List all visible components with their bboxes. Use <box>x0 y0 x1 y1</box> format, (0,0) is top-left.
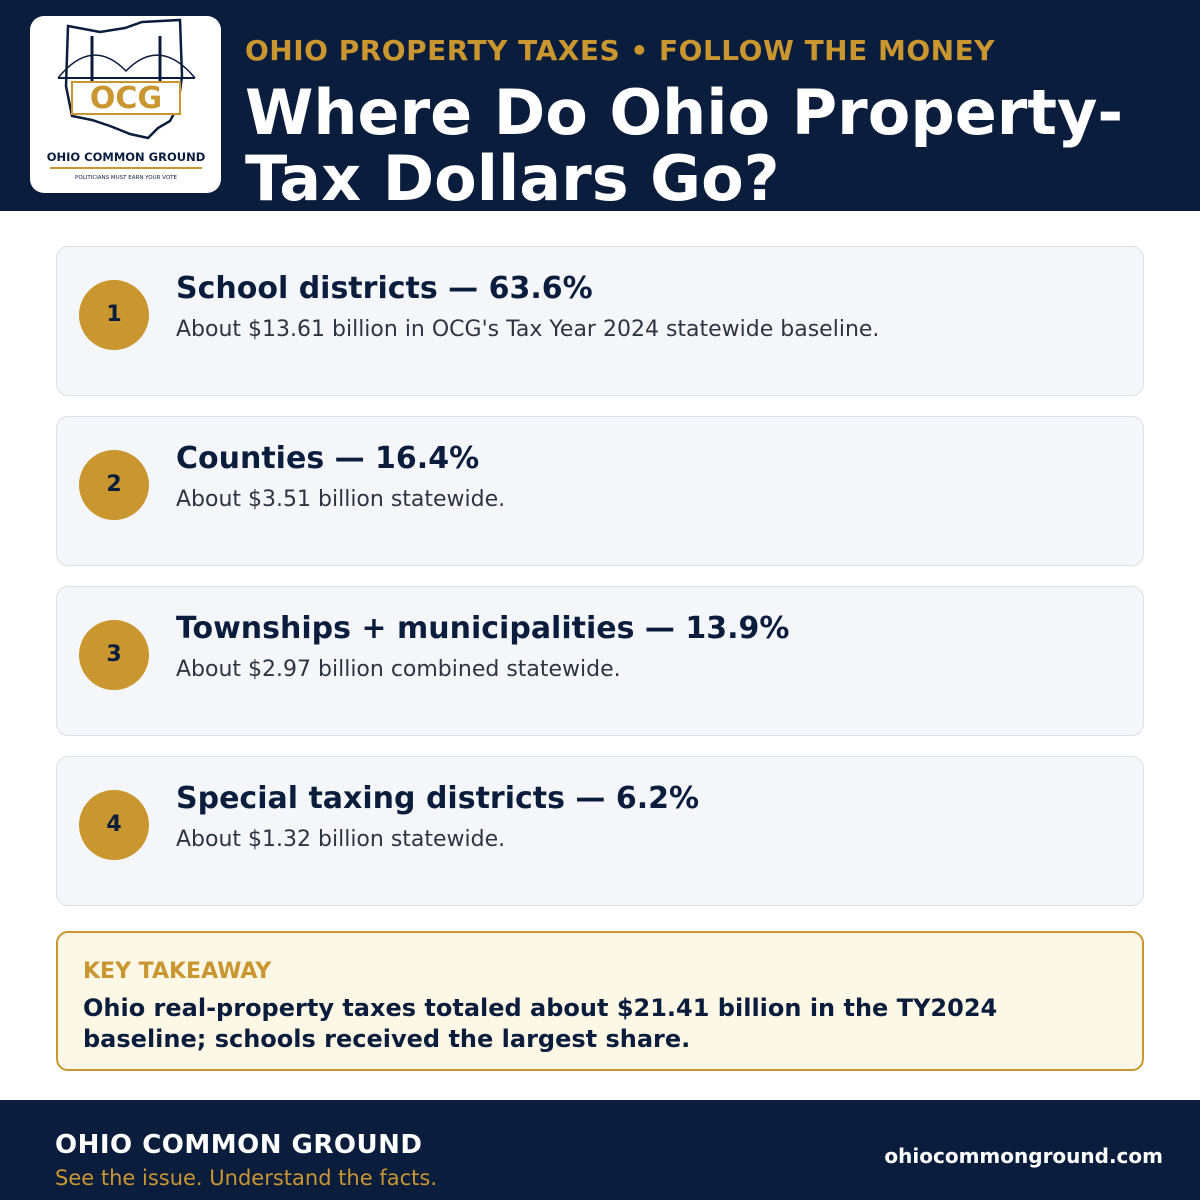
takeaway: KEY TAKEAWAY Ohio real-property taxes to… <box>56 931 1144 1071</box>
item-number: 2 <box>79 450 149 520</box>
item-card: 3 Townships + municipalities — 13.9% About… <box>56 586 1144 736</box>
takeaway-label: KEY TAKEAWAY <box>83 959 272 984</box>
logo-graphic: OCG OHIO COMMON GROUND POLITICIANS MUST … <box>47 18 206 181</box>
footer-name: OHIO COMMON GROUND <box>55 1130 423 1160</box>
logo-motto: POLITICIANS MUST EARN YOUR VOTE <box>75 175 178 181</box>
item-heading: Special taxing districts — 6.2% <box>176 781 700 816</box>
kicker: OHIO PROPERTY TAXES • FOLLOW THE MONEY <box>245 34 995 67</box>
header: OCG OHIO COMMON GROUND POLITICIANS MUST … <box>0 0 1200 215</box>
item-card: 2 Counties — 16.4% About $3.51 billion sta… <box>56 416 1144 566</box>
item-heading: School districts — 63.6% <box>176 271 593 306</box>
item-text: About $1.32 billion statewide. <box>176 827 506 852</box>
item-number: 3 <box>79 620 149 690</box>
footer: OHIO COMMON GROUND See the issue. Unders… <box>0 1100 1200 1200</box>
title: Where Do Ohio Property-Tax Dollars Go? <box>245 76 1124 215</box>
item-number: 4 <box>79 790 149 860</box>
footer-tagline: See the issue. Understand the facts. <box>55 1166 437 1190</box>
item-heading: Counties — 16.4% <box>176 441 480 476</box>
item-heading: Townships + municipalities — 13.9% <box>176 611 790 646</box>
takeaway-text: Ohio real-property taxes totaled about $… <box>83 994 998 1053</box>
item-number: 1 <box>79 280 149 350</box>
logo: OCG OHIO COMMON GROUND POLITICIANS MUST … <box>30 16 221 193</box>
footer-url: ohiocommonground.com <box>884 1144 1163 1168</box>
item-text: About $3.51 billion statewide. <box>176 487 506 512</box>
item-card: 1 School districts — 63.6% About $13.61 bi… <box>56 246 1144 396</box>
item-text: About $13.61 billion in OCG's Tax Year 2… <box>176 317 880 342</box>
item-card: 4 Special taxing districts — 6.2% About $1… <box>56 756 1144 906</box>
item-text: About $2.97 billion combined statewide. <box>176 657 621 682</box>
logo-name: OHIO COMMON GROUND <box>47 150 206 164</box>
logo-mark: OCG <box>90 81 162 116</box>
